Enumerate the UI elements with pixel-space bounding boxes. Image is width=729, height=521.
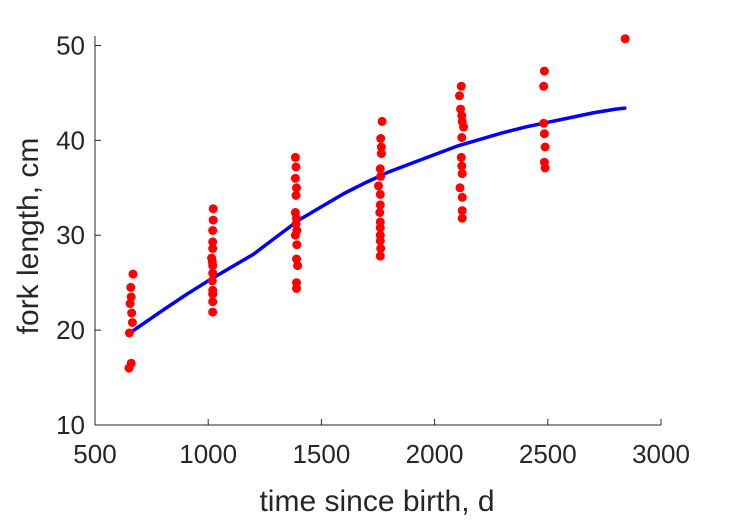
data-point — [292, 226, 302, 235]
data-point — [208, 285, 218, 295]
x-tick-label: 3000 — [632, 439, 690, 469]
y-tick-label: 50 — [56, 30, 85, 60]
x-tick-label: 2500 — [519, 439, 577, 469]
data-point — [539, 118, 549, 128]
data-point — [457, 133, 467, 142]
data-point — [126, 358, 136, 368]
fit-curve-layer — [129, 106, 627, 334]
data-point — [375, 189, 385, 199]
data-point — [292, 183, 301, 193]
data-point — [208, 215, 218, 225]
y-tick-label: 40 — [56, 125, 85, 155]
data-point — [539, 81, 549, 91]
data-point — [292, 240, 302, 250]
data-point — [375, 164, 385, 174]
data-point — [377, 116, 387, 126]
data-point — [539, 157, 549, 167]
data-point — [376, 149, 386, 159]
x-tick-label: 2000 — [406, 439, 464, 469]
data-point — [292, 278, 301, 288]
data-point — [457, 161, 467, 171]
y-tick-label: 30 — [56, 220, 85, 250]
fit-curve — [129, 106, 627, 334]
data-point — [208, 297, 218, 307]
data-point — [208, 237, 218, 247]
data-point — [457, 192, 467, 202]
data-point — [208, 204, 218, 214]
data-point — [457, 213, 467, 223]
x-axis-label: time since birth, d — [259, 485, 494, 518]
data-point — [540, 142, 550, 152]
data-point — [374, 181, 383, 191]
data-point — [127, 318, 137, 327]
data-point — [208, 244, 218, 253]
data-point — [375, 251, 385, 261]
data-point — [208, 268, 218, 278]
y-tick-label: 20 — [56, 315, 85, 345]
data-point — [456, 152, 466, 162]
data-point — [376, 171, 386, 181]
x-tick-label: 1500 — [292, 439, 350, 469]
data-point — [456, 81, 466, 91]
data-point — [127, 308, 137, 318]
data-point — [375, 230, 385, 240]
data-point — [126, 292, 136, 302]
data-point — [125, 299, 135, 309]
data-point — [457, 169, 467, 179]
data-point — [376, 134, 386, 143]
data-point — [290, 173, 300, 183]
data-point — [539, 66, 549, 76]
data-point — [126, 282, 136, 292]
data-point — [290, 208, 300, 217]
tick-labels: 500 1000 1500 2000 2500 3000 10 20 30 40 50 — [56, 30, 690, 469]
data-point — [457, 206, 467, 216]
x-tick-label: 500 — [73, 439, 116, 469]
data-point — [291, 190, 301, 200]
data-point — [124, 328, 134, 338]
data-point — [456, 104, 466, 114]
data-point — [128, 269, 138, 279]
data-point — [620, 34, 630, 44]
data-point — [539, 129, 549, 139]
data-point — [455, 183, 465, 193]
axes — [94, 36, 662, 426]
data-point — [291, 162, 301, 172]
x-tick-label: 1000 — [179, 439, 237, 469]
data-point — [375, 200, 385, 210]
data-point — [208, 226, 218, 235]
data-point — [376, 244, 386, 253]
y-tick-label: 10 — [56, 410, 85, 440]
data-point — [290, 152, 300, 162]
y-axis-label: fork length, cm — [12, 138, 45, 335]
data-point — [375, 208, 385, 217]
data-point — [207, 253, 217, 263]
data-point — [208, 307, 218, 317]
data-point — [207, 276, 217, 286]
data-point — [455, 91, 464, 101]
data-point — [375, 217, 385, 227]
data-point — [376, 142, 386, 152]
data-point — [292, 254, 301, 264]
data-points-layer — [124, 34, 630, 373]
